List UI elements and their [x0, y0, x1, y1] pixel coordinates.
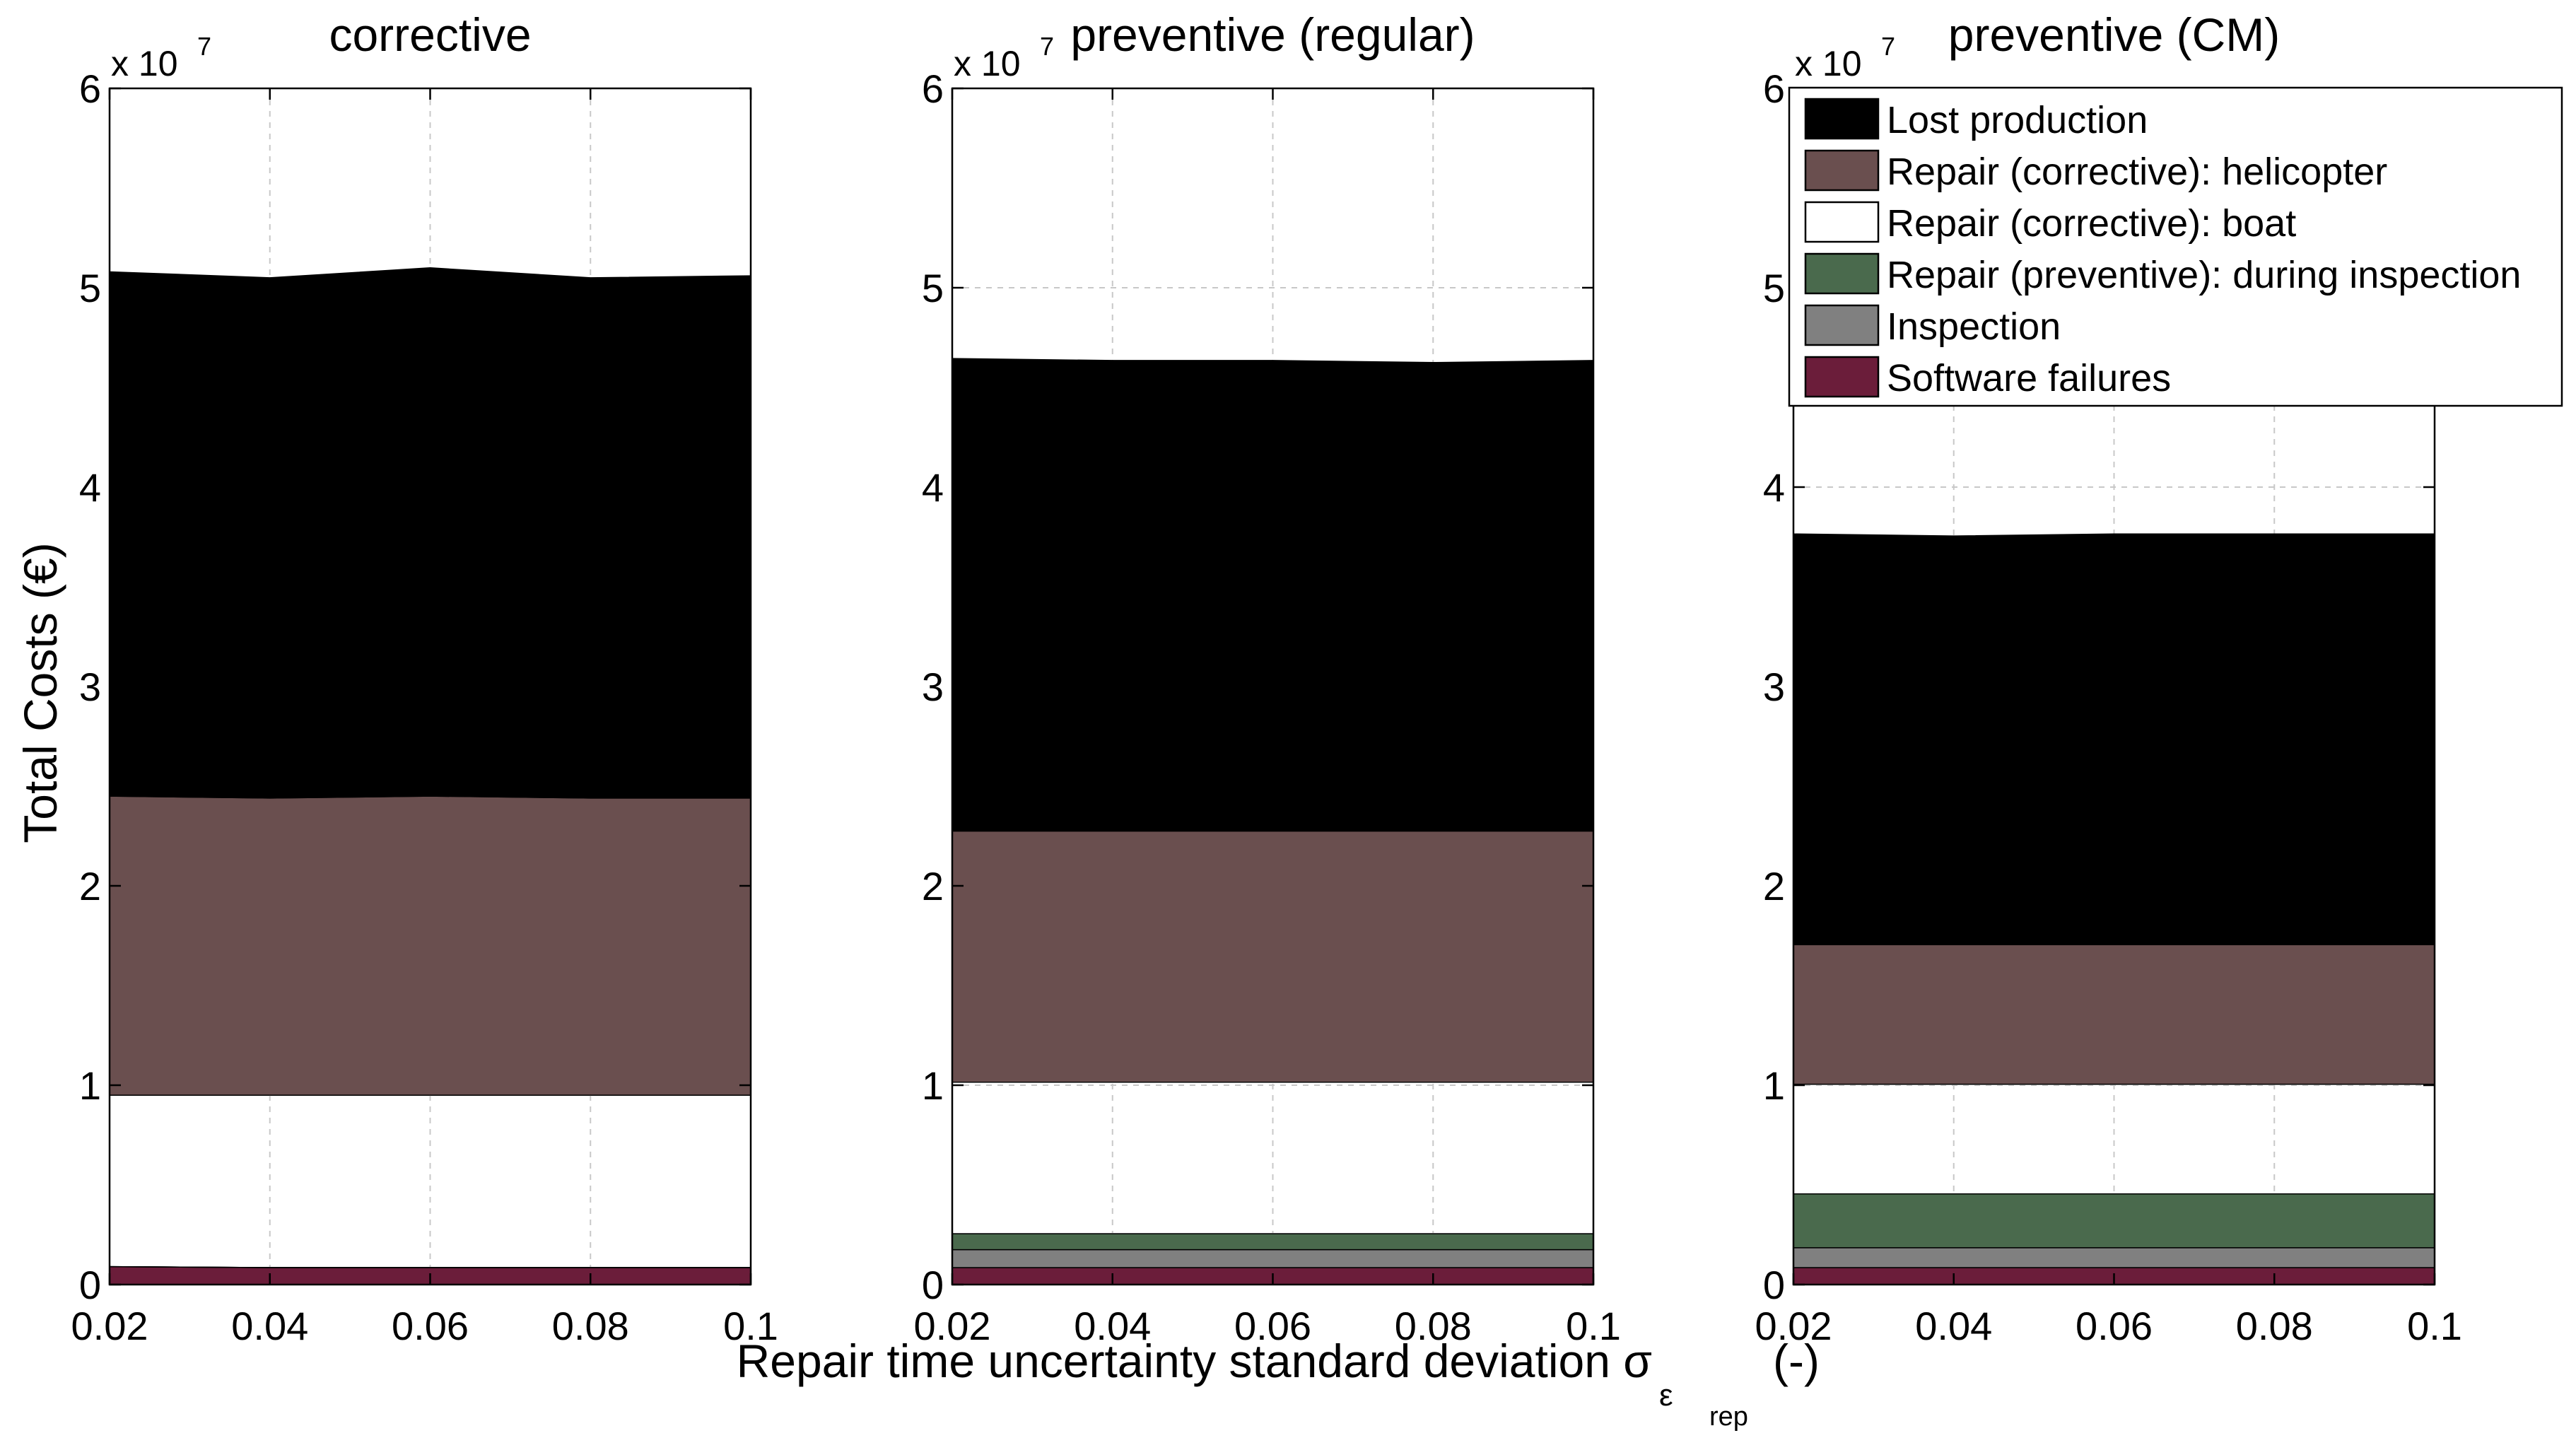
panel-title: preventive (regular) [1070, 8, 1475, 61]
area-lost-production [109, 267, 751, 799]
y-tick-label: 6 [922, 66, 944, 111]
x-tick-label: 0.02 [71, 1304, 148, 1348]
y-exponent-power: 7 [1881, 32, 1895, 61]
area-repair-corrective-helicopter [952, 830, 1594, 1083]
area-repair-preventive-during-inspection [1793, 1193, 2435, 1249]
x-tick-label: 0.04 [1074, 1304, 1151, 1348]
y-tick-label: 1 [922, 1063, 944, 1108]
y-tick-label: 5 [79, 266, 101, 310]
x-tick-label: 0.04 [1915, 1304, 1992, 1348]
y-exponent-power: 7 [1040, 32, 1054, 61]
y-tick-label: 0 [1763, 1263, 1785, 1307]
y-tick-label: 5 [1763, 266, 1785, 310]
y-tick-label: 3 [1763, 665, 1785, 709]
y-exponent-power: 7 [197, 32, 211, 61]
legend-label-repair-corrective-helicopter: Repair (corrective): helicopter [1887, 151, 2387, 193]
y-exponent-label: x 10 [954, 44, 1021, 83]
x-tick-label: 0.06 [392, 1304, 469, 1348]
legend-label-repair-preventive-during-inspection: Repair (preventive): during inspection [1887, 254, 2521, 296]
y-exponent-label: x 10 [1795, 44, 1862, 83]
area-repair-preventive-during-inspection [109, 1265, 751, 1268]
chart-panel-3: 0 1 2 3 4 5 6 0.02 0.04 0.06 0.08 0.1 x 10 7 preventiv… [1755, 8, 2462, 1348]
y-axis-label: Total Costs (€) [14, 542, 66, 843]
x-tick-label: 0.04 [231, 1304, 308, 1348]
x-tick-label: 0.02 [1755, 1304, 1832, 1348]
area-repair-corrective-helicopter [109, 795, 751, 1096]
y-tick-label: 3 [79, 665, 101, 709]
y-tick-label: 4 [922, 465, 944, 510]
legend-label-software-failures: Software failures [1887, 357, 2171, 399]
y-tick-label: 5 [922, 266, 944, 310]
area-inspection [1793, 1247, 2435, 1268]
x-tick-label: 0.06 [2076, 1304, 2153, 1348]
area-repair-corrective-helicopter [1793, 944, 2435, 1085]
panels: 0 1 2 3 4 5 6 0.02 0.04 0.06 0.08 0.1 x 10 7 correctiv… [71, 8, 2462, 1348]
chart-panel-1: 0 1 2 3 4 5 6 0.02 0.04 0.06 0.08 0.1 x 10 7 correctiv… [71, 8, 778, 1348]
legend-swatch-repair-corrective-boat [1804, 201, 1880, 243]
legend-swatch-repair-preventive-during-inspection [1804, 252, 1880, 295]
x-tick-label: 0.1 [1566, 1304, 1621, 1348]
y-tick-label: 6 [1763, 66, 1785, 111]
panel-title: preventive (CM) [1948, 8, 2280, 61]
x-tick-label: 0.08 [552, 1304, 629, 1348]
y-tick-label: 1 [1763, 1063, 1785, 1108]
legend-swatch-lost-production [1804, 98, 1880, 140]
chart-panel-2: 0 1 2 3 4 5 6 0.02 0.04 0.06 0.08 0.1 x 10 7 preventiv… [914, 8, 1621, 1348]
y-tick-label: 0 [922, 1263, 944, 1307]
x-axis-label: Repair time uncertainty standard deviati… [737, 1335, 1820, 1432]
x-tick-label: 0.08 [1395, 1304, 1472, 1348]
area-repair-preventive-during-inspection [952, 1233, 1594, 1251]
legend-swatch-inspection [1804, 304, 1880, 346]
legend-swatch-repair-corrective-helicopter [1804, 149, 1880, 192]
x-tick-label: 0.1 [723, 1304, 778, 1348]
y-tick-label: 2 [1763, 864, 1785, 908]
legend: Lost production Repair (corrective): heli… [1788, 86, 2563, 407]
area-lost-production [1793, 533, 2435, 945]
x-tick-label: 0.08 [2236, 1304, 2313, 1348]
legend-box [1788, 86, 2563, 407]
y-tick-label: 1 [79, 1063, 101, 1108]
y-tick-label: 2 [79, 864, 101, 908]
y-tick-label: 0 [79, 1263, 101, 1307]
x-axis-label-units: (-) [1773, 1335, 1820, 1387]
legend-label-lost-production: Lost production [1887, 99, 2148, 141]
area-lost-production [952, 358, 1594, 832]
x-tick-label: 0.06 [1234, 1304, 1311, 1348]
legend-label-repair-corrective-boat: Repair (corrective): boat [1887, 202, 2296, 245]
x-tick-label: 0.02 [914, 1304, 991, 1348]
panel-title: corrective [329, 8, 531, 61]
y-tick-label: 2 [922, 864, 944, 908]
area-inspection [952, 1249, 1594, 1268]
y-tick-label: 4 [79, 465, 101, 510]
x-tick-label: 0.1 [2407, 1304, 2462, 1348]
x-axis-label-subscript: ε [1659, 1378, 1673, 1413]
y-tick-label: 4 [1763, 465, 1785, 510]
x-axis-label-main: Repair time uncertainty standard deviati… [737, 1335, 1652, 1387]
y-exponent-label: x 10 [111, 44, 178, 83]
legend-label-inspection: Inspection [1887, 305, 2061, 348]
legend-swatch-software-failures [1804, 356, 1880, 398]
x-axis-label-subsubscript: rep [1709, 1402, 1748, 1432]
y-tick-label: 6 [79, 66, 101, 111]
y-tick-label: 3 [922, 665, 944, 709]
